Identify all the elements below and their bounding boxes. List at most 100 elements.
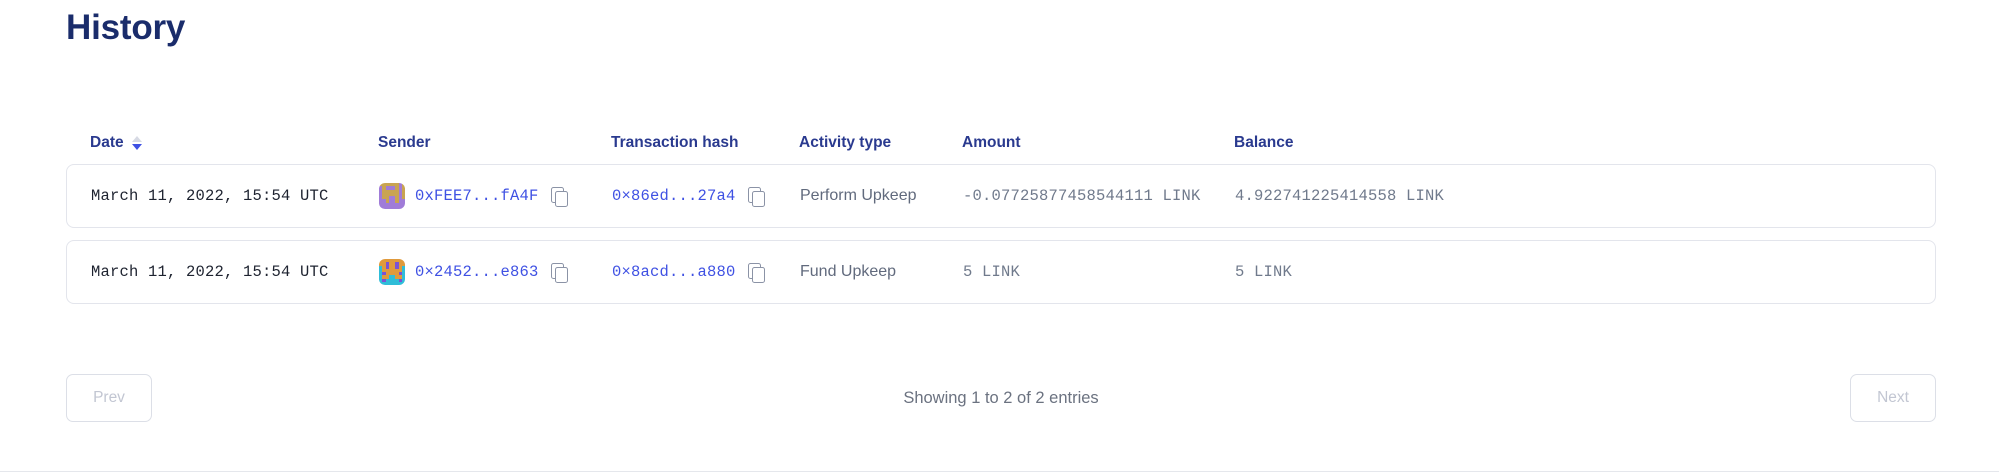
sender-address-link[interactable]: 0×2452...e863 bbox=[415, 263, 539, 281]
identicon-pixel bbox=[382, 268, 386, 272]
identicon-pixel bbox=[385, 205, 389, 209]
identicon-pixel bbox=[392, 275, 396, 279]
identicon-pixel bbox=[392, 189, 396, 193]
column-header-activity-type[interactable]: Activity type bbox=[799, 134, 962, 152]
next-page-button[interactable]: Next bbox=[1850, 374, 1936, 422]
column-header-amount[interactable]: Amount bbox=[962, 134, 1234, 152]
identicon-pixel bbox=[401, 196, 405, 200]
table-row[interactable]: March 11, 2022, 15:54 UTC 0×2452...e863 … bbox=[66, 240, 1936, 304]
column-header-date[interactable]: Date bbox=[90, 134, 378, 152]
identicon-pixel bbox=[388, 265, 392, 269]
identicon-pixel bbox=[392, 186, 396, 190]
identicon-pixel bbox=[382, 265, 386, 269]
identicon-pixel bbox=[382, 205, 386, 209]
identicon-pixel bbox=[385, 196, 389, 200]
identicon-pixel bbox=[379, 265, 383, 269]
identicon-pixel bbox=[379, 183, 383, 187]
identicon-pixel bbox=[401, 183, 405, 187]
identicon-pixel bbox=[388, 189, 392, 193]
cell-amount: -0.07725877458544111 LINK bbox=[963, 187, 1235, 205]
date-text: March 11, 2022, 15:54 UTC bbox=[91, 187, 329, 205]
identicon-pixel bbox=[401, 278, 405, 282]
cell-date: March 11, 2022, 15:54 UTC bbox=[91, 187, 379, 205]
sort-arrows-icon[interactable] bbox=[131, 136, 142, 150]
identicon-pixel bbox=[388, 186, 392, 190]
transaction-hash-link[interactable]: 0×86ed...27a4 bbox=[612, 187, 736, 205]
identicon-pixel bbox=[401, 202, 405, 206]
identicon-pixel bbox=[388, 202, 392, 206]
identicon-pixel bbox=[401, 189, 405, 193]
identicon-pixel bbox=[388, 196, 392, 200]
identicon-pixel bbox=[382, 202, 386, 206]
copy-icon[interactable] bbox=[550, 186, 568, 207]
identicon-pixel bbox=[395, 199, 399, 203]
column-header-sender[interactable]: Sender bbox=[378, 134, 611, 152]
identicon-pixel bbox=[379, 262, 383, 266]
prev-page-button[interactable]: Prev bbox=[66, 374, 152, 422]
pagination-info: Showing 1 to 2 of 2 entries bbox=[903, 388, 1099, 407]
table-row[interactable]: March 11, 2022, 15:54 UTC 0xFEE7...fA4F … bbox=[66, 164, 1936, 228]
identicon-pixel bbox=[385, 202, 389, 206]
cell-sender: 0×2452...e863 bbox=[379, 259, 612, 285]
identicon-pixel bbox=[382, 278, 386, 282]
identicon-pixel bbox=[379, 278, 383, 282]
column-header-amount-label: Amount bbox=[962, 134, 1021, 151]
table-header-row: Date Sender Transaction hash Activity ty… bbox=[66, 122, 1936, 164]
identicon-pixel bbox=[382, 183, 386, 187]
identicon-pixel bbox=[382, 199, 386, 203]
column-header-transaction-hash[interactable]: Transaction hash bbox=[611, 134, 799, 152]
identicon-pixel bbox=[395, 205, 399, 209]
identicon-pixel bbox=[385, 272, 389, 276]
identicon-pixel bbox=[392, 205, 396, 209]
sort-asc-arrow-icon bbox=[131, 136, 142, 142]
copy-icon[interactable] bbox=[550, 262, 568, 283]
identicon-pixel bbox=[382, 189, 386, 193]
identicon-pixel bbox=[392, 183, 396, 187]
identicon-pixel bbox=[388, 183, 392, 187]
identicon-pixel bbox=[379, 192, 383, 196]
identicon-pixel bbox=[398, 268, 402, 272]
identicon-pixel bbox=[401, 259, 405, 263]
identicon-pixel bbox=[398, 202, 402, 206]
identicon-pixel bbox=[395, 275, 399, 279]
identicon-pixel bbox=[382, 259, 386, 263]
identicon-pixel bbox=[382, 192, 386, 196]
identicon-pixel bbox=[379, 205, 383, 209]
identicon-pixel bbox=[382, 196, 386, 200]
identicon-pixel bbox=[385, 265, 389, 269]
identicon-pixel bbox=[392, 272, 396, 276]
identicon-pixel bbox=[398, 205, 402, 209]
identicon-pixel bbox=[392, 265, 396, 269]
identicon-pixel bbox=[392, 278, 396, 282]
identicon-pixel bbox=[395, 265, 399, 269]
identicon-pixel bbox=[401, 192, 405, 196]
identicon-pixel bbox=[395, 189, 399, 193]
identicon-pixel bbox=[398, 265, 402, 269]
identicon-pixel bbox=[398, 278, 402, 282]
identicon-pixel bbox=[385, 183, 389, 187]
identicon-pixel bbox=[385, 278, 389, 282]
column-header-balance[interactable]: Balance bbox=[1234, 134, 1534, 152]
identicon-pixel bbox=[392, 259, 396, 263]
identicon-pixel bbox=[398, 272, 402, 276]
identicon-pixel bbox=[395, 259, 399, 263]
balance-text: 4.922741225414558 LINK bbox=[1235, 187, 1445, 205]
copy-icon[interactable] bbox=[747, 186, 765, 207]
copy-icon[interactable] bbox=[747, 262, 765, 283]
identicon-pixel bbox=[395, 202, 399, 206]
identicon-pixel bbox=[379, 281, 383, 285]
column-header-balance-label: Balance bbox=[1234, 134, 1294, 151]
identicon-pixel bbox=[385, 192, 389, 196]
identicon-pixel bbox=[388, 281, 392, 285]
identicon-pixel bbox=[382, 186, 386, 190]
identicon-pixel bbox=[395, 192, 399, 196]
identicon-pixel bbox=[401, 262, 405, 266]
sender-address-link[interactable]: 0xFEE7...fA4F bbox=[415, 187, 539, 205]
identicon-pixel bbox=[379, 202, 383, 206]
page-title: History bbox=[66, 8, 186, 47]
identicon-pixel bbox=[379, 186, 383, 190]
date-text: March 11, 2022, 15:54 UTC bbox=[91, 263, 329, 281]
transaction-hash-link[interactable]: 0×8acd...a880 bbox=[612, 263, 736, 281]
identicon-pixel bbox=[398, 199, 402, 203]
